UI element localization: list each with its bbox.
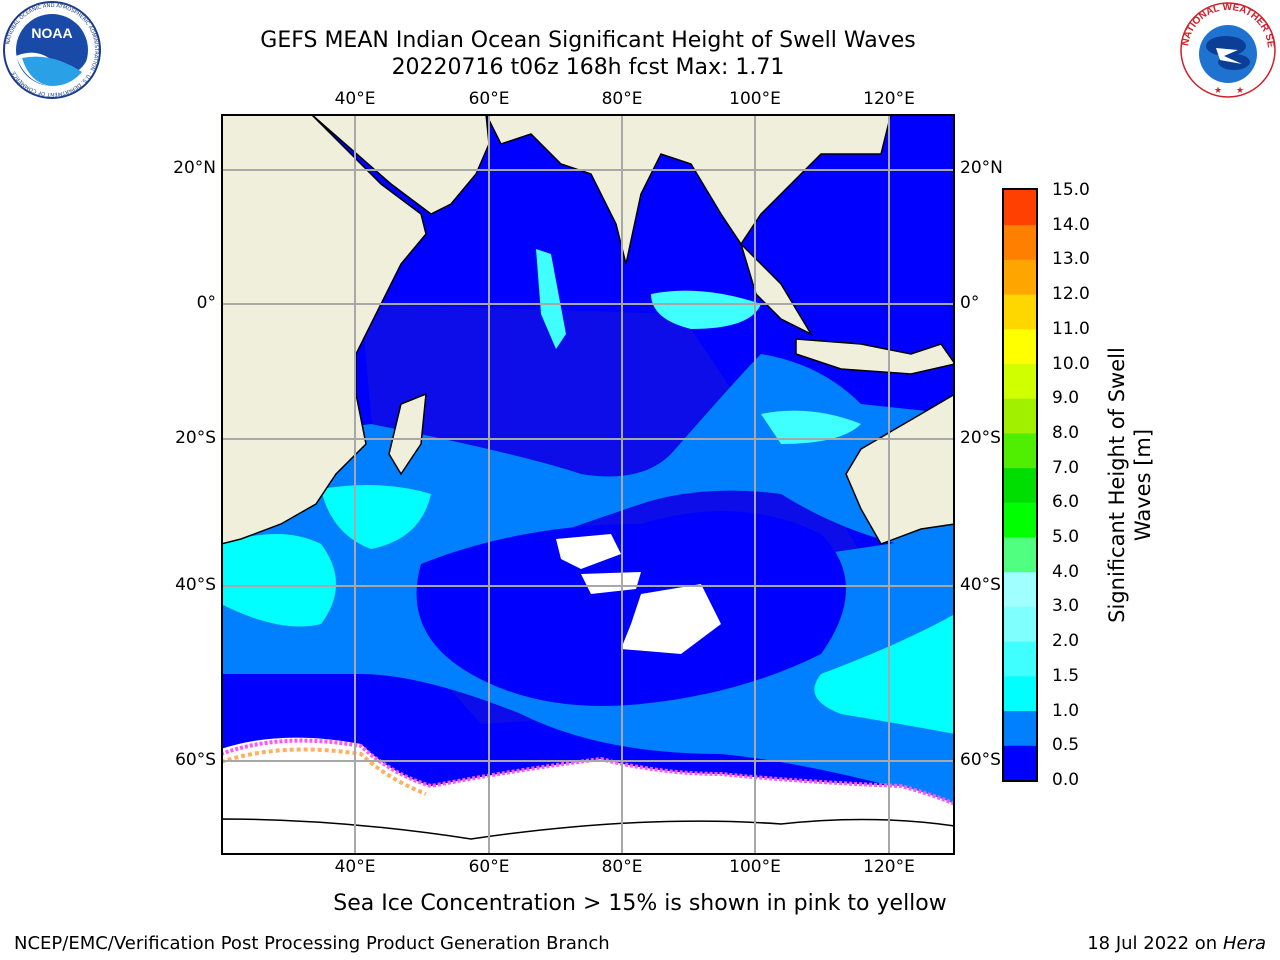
land-india-asia xyxy=(485,114,892,265)
swell-zone-cyan-southeast xyxy=(814,614,955,734)
colorbar-segment xyxy=(1004,606,1036,642)
colorbar-segment xyxy=(1004,224,1036,260)
lon-label-bottom: 100°E xyxy=(729,857,781,877)
colorbar-segment xyxy=(1004,571,1036,607)
noaa-wordmark: NOAA xyxy=(31,25,72,41)
noaa-logo: NOAA NATIONAL OCEANIC AND ATMOSPHERIC AD… xyxy=(3,1,101,99)
colorbar-tick-label: 13.0 xyxy=(1052,249,1090,270)
lon-label-bottom: 40°E xyxy=(334,857,376,877)
colorbar-title-line2: Waves [m] xyxy=(1131,428,1155,542)
no-data-patch-3 xyxy=(621,584,721,654)
colorbar-tick-label: 4.0 xyxy=(1052,561,1080,582)
colorbar-tick-label: 8.0 xyxy=(1052,422,1080,443)
graticule xyxy=(221,114,955,855)
colorbar-tick-label: 1.5 xyxy=(1052,665,1080,686)
colorbar-tick-label: 14.0 xyxy=(1052,214,1090,235)
colorbar-segment xyxy=(1004,675,1036,712)
lon-label-bottom: 80°E xyxy=(601,857,643,877)
swell-zone-cyan-central xyxy=(321,485,431,549)
lat-label-right: 20°N xyxy=(960,158,1003,178)
colorbar-tick-label: 7.0 xyxy=(1052,457,1080,478)
lat-label-right: 60°S xyxy=(960,750,1001,770)
colorbar-tick-label: 0.0 xyxy=(1052,770,1080,790)
nws-logo: NATIONAL WEATHER SERVICE ★ ★ xyxy=(1176,0,1276,98)
colorbar-segment xyxy=(1004,363,1036,399)
colorbar-tick-label: 11.0 xyxy=(1052,318,1090,339)
colorbar-segment xyxy=(1004,537,1036,573)
colorbar-segment xyxy=(1004,294,1036,330)
no-data-patch-2 xyxy=(581,572,641,594)
lat-label-right: 0° xyxy=(960,293,980,313)
lat-label-left: 0° xyxy=(196,293,216,313)
colorbar-segment xyxy=(1004,502,1036,538)
swell-zone-cyan-east xyxy=(761,410,861,444)
colorbar-segment xyxy=(1004,432,1036,469)
lon-label-bottom: 60°E xyxy=(468,857,510,877)
swell-streak xyxy=(536,249,566,349)
lon-label-top: 80°E xyxy=(601,89,643,109)
sea-ice-edge xyxy=(221,738,955,806)
footer-credit: NCEP/EMC/Verification Post Processing Pr… xyxy=(14,933,610,954)
colorbar-title-line1: Significant Height of Swell xyxy=(1105,347,1129,623)
colorbar-tick-label: 12.0 xyxy=(1052,284,1090,305)
colorbar-segment xyxy=(1004,745,1036,781)
land-madagascar xyxy=(388,392,427,476)
colorbar-tick-label: 2.0 xyxy=(1052,631,1080,652)
svg-text:★: ★ xyxy=(1214,86,1222,96)
colorbar-tick-label: 1.0 xyxy=(1052,700,1080,721)
lon-label-top: 40°E xyxy=(334,89,376,109)
swell-zone-cyan-west xyxy=(221,534,336,627)
lat-label-left: 40°S xyxy=(175,575,216,595)
colorbar-segment xyxy=(1004,710,1036,746)
colorbar-tick-label: 15.0 xyxy=(1052,180,1090,200)
swell-zone-cyan-equator xyxy=(651,290,761,329)
chart-subtitle: 20220716 t06z 168h fcst Max: 1.71 xyxy=(391,55,785,80)
colorbar-tick-label: 0.5 xyxy=(1052,735,1080,756)
colorbar-segment xyxy=(1004,259,1036,295)
lat-label-left: 60°S xyxy=(175,750,216,770)
svg-text:★: ★ xyxy=(1236,86,1244,96)
colorbar-tick-label: 10.0 xyxy=(1052,353,1090,374)
colorbar-segment xyxy=(1004,328,1036,365)
colorbar-segment xyxy=(1004,398,1036,434)
footer-date-text: 18 Jul 2022 on xyxy=(1087,933,1223,954)
colorbar-frame xyxy=(1002,188,1038,782)
sea-ice-caption: Sea Ice Concentration > 15% is shown in … xyxy=(333,891,947,916)
colorbar-segment xyxy=(1004,641,1036,677)
footer-host: Hera xyxy=(1222,933,1266,954)
lon-label-bottom: 120°E xyxy=(863,857,915,877)
colorbar-tick-label: 6.0 xyxy=(1052,492,1080,513)
footer-date: 18 Jul 2022 on Hera xyxy=(1087,933,1266,954)
colorbar xyxy=(1002,188,1038,782)
lat-label-left: 20°N xyxy=(173,158,216,178)
colorbar-title: Significant Height of Swell Waves [m] xyxy=(1104,305,1156,665)
land-australia xyxy=(845,393,955,545)
colorbar-tick-label: 5.0 xyxy=(1052,527,1080,548)
map-frame xyxy=(221,114,955,855)
lat-label-left: 20°S xyxy=(175,428,216,448)
swell-zone-core xyxy=(416,511,846,706)
lon-label-top: 60°E xyxy=(468,89,510,109)
chart-title: GEFS MEAN Indian Ocean Significant Heigh… xyxy=(260,28,916,53)
colorbar-segment xyxy=(1004,467,1036,503)
land-southeast-asia xyxy=(740,243,813,336)
lon-label-top: 120°E xyxy=(863,89,915,109)
colorbar-tick-label: 9.0 xyxy=(1052,388,1080,409)
colorbar-segment xyxy=(1004,190,1036,226)
no-data-patch xyxy=(556,534,621,569)
land-antarctica xyxy=(221,818,955,855)
lat-label-right: 20°S xyxy=(960,428,1001,448)
map xyxy=(221,114,955,855)
lat-label-right: 40°S xyxy=(960,575,1001,595)
lon-label-top: 100°E xyxy=(729,89,781,109)
colorbar-tick-label: 3.0 xyxy=(1052,596,1080,617)
land-indonesia xyxy=(795,338,955,375)
